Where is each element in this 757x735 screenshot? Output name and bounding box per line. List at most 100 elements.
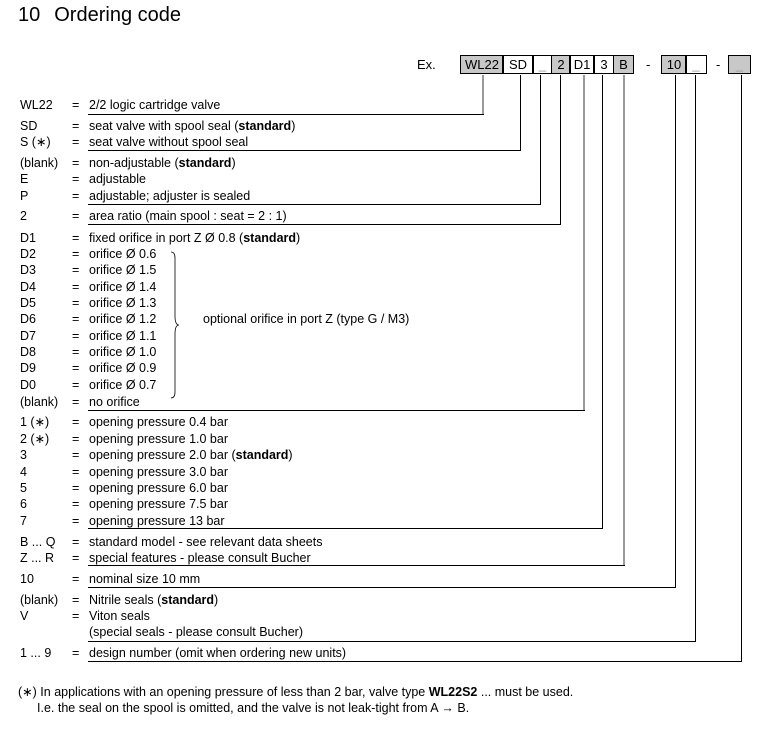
- code-value: 3: [20, 448, 27, 462]
- connector-line: [583, 75, 585, 410]
- code-value: 1 (∗): [20, 415, 50, 429]
- connector-line: [520, 75, 521, 150]
- equals-sign: =: [72, 465, 80, 479]
- code-description: no orifice: [89, 395, 140, 409]
- code-description: adjustable; adjuster is sealed: [89, 189, 251, 203]
- code-value: D0: [20, 378, 36, 392]
- code-description: seat valve with spool seal (standard): [89, 119, 296, 133]
- code-box: SD: [502, 55, 534, 74]
- code-value: 1 ... 9: [20, 646, 52, 660]
- code-description: Viton seals: [89, 609, 150, 623]
- footnote-text: In applications with an opening pressure…: [40, 685, 429, 699]
- code-description: orifice Ø 1.4: [89, 280, 157, 294]
- group-underline: [88, 528, 603, 529]
- footnote-mark: (∗): [18, 685, 37, 699]
- section-title: Ordering code: [54, 4, 181, 26]
- code-value: D6: [20, 312, 36, 326]
- code-box: 10: [661, 55, 687, 74]
- connector-line: [560, 75, 561, 224]
- code-value: (blank): [20, 593, 59, 607]
- equals-sign: =: [72, 535, 80, 549]
- code-description: opening pressure 13 bar: [89, 514, 225, 528]
- code-value: S (∗): [20, 135, 51, 149]
- code-value: D7: [20, 329, 36, 343]
- footnote-line-2: I.e. the seal on the spool is omitted, a…: [37, 701, 470, 715]
- code-description: opening pressure 7.5 bar: [89, 497, 228, 511]
- equals-sign: =: [72, 280, 80, 294]
- code-description: nominal size 10 mm: [89, 572, 201, 586]
- code-box: WL22: [460, 55, 504, 74]
- connector-line: [540, 75, 541, 204]
- equals-sign: =: [72, 415, 80, 429]
- code-description: opening pressure 6.0 bar: [89, 481, 228, 495]
- code-value: 4: [20, 465, 27, 479]
- code-value: WL22: [20, 98, 53, 112]
- group-underline: [88, 565, 625, 566]
- connector-line: [675, 75, 676, 587]
- equals-sign: =: [72, 361, 80, 375]
- code-separator: -: [646, 57, 651, 72]
- brace-icon: [170, 251, 180, 399]
- code-description: orifice Ø 1.0: [89, 345, 157, 359]
- code-box: D1: [569, 55, 595, 74]
- code-description: special features - please consult Bucher: [89, 551, 311, 565]
- code-description: design number (omit when ordering new un…: [89, 646, 347, 660]
- equals-sign: =: [72, 209, 80, 223]
- code-description: adjustable: [89, 172, 146, 186]
- equals-sign: =: [72, 189, 80, 203]
- equals-sign: =: [72, 119, 80, 133]
- equals-sign: =: [72, 345, 80, 359]
- equals-sign: =: [72, 172, 80, 186]
- connector-line: [695, 75, 696, 641]
- code-value: V: [20, 609, 29, 623]
- equals-sign: =: [72, 296, 80, 310]
- code-box: 3: [593, 55, 615, 74]
- connector-line: [482, 75, 484, 114]
- equals-sign: =: [72, 514, 80, 528]
- connector-line: [602, 75, 603, 528]
- code-value: (blank): [20, 156, 59, 170]
- footnote-bold: WL22S2: [428, 685, 478, 699]
- code-value: D3: [20, 263, 36, 277]
- code-description: standard model - see relevant data sheet…: [89, 535, 323, 549]
- code-value: E: [20, 172, 29, 186]
- page-title: 10 Ordering code: [18, 4, 195, 27]
- code-description: area ratio (main spool : seat = 2 : 1): [89, 209, 287, 223]
- code-description: orifice Ø 1.5: [89, 263, 157, 277]
- group-underline: [88, 114, 484, 115]
- equals-sign: =: [72, 593, 80, 607]
- code-description: 2/2 logic cartridge valve: [89, 98, 221, 112]
- equals-sign: =: [72, 329, 80, 343]
- code-value: 2 (∗): [20, 432, 50, 446]
- group-underline: [88, 587, 676, 588]
- code-box: _: [532, 55, 553, 74]
- code-value: SD: [20, 119, 38, 133]
- group-underline: [88, 150, 521, 151]
- code-value: Z ... R: [20, 551, 55, 565]
- code-description: orifice Ø 0.7: [89, 378, 157, 392]
- section-number: 10: [18, 4, 41, 26]
- code-description: (special seals - please consult Bucher): [89, 625, 303, 639]
- equals-sign: =: [72, 135, 80, 149]
- code-value: D2: [20, 247, 36, 261]
- code-box: 2: [551, 55, 571, 74]
- code-value: 7: [20, 514, 27, 528]
- code-value: (blank): [20, 395, 59, 409]
- code-description: seat valve without spool seal: [89, 135, 249, 149]
- equals-sign: =: [72, 646, 80, 660]
- code-box: B: [613, 55, 634, 74]
- code-value: D4: [20, 280, 36, 294]
- connector-line: [623, 75, 625, 565]
- brace-label: optional orifice in port Z (type G / M3): [203, 312, 410, 326]
- equals-sign: =: [72, 609, 80, 623]
- example-label: Ex.: [417, 57, 436, 72]
- equals-sign: =: [72, 395, 80, 409]
- code-description: orifice Ø 0.9: [89, 361, 157, 375]
- code-description: opening pressure 2.0 bar (standard): [89, 448, 293, 462]
- code-description: orifice Ø 1.1: [89, 329, 157, 343]
- footnote-text-end: ... must be used.: [477, 685, 574, 699]
- footnote-line-1: (∗) In applications with an opening pres…: [18, 684, 573, 699]
- code-value: 5: [20, 481, 27, 495]
- equals-sign: =: [72, 551, 80, 565]
- code-description: opening pressure 1.0 bar: [89, 432, 228, 446]
